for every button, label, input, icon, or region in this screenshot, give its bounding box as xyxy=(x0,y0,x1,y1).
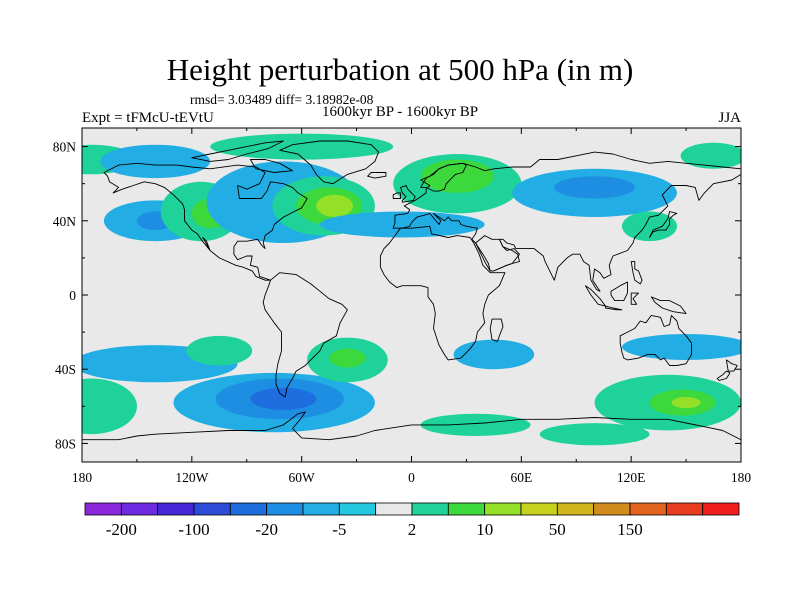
anomaly-asia-band-core xyxy=(554,176,635,199)
anomaly-southern-ocean-east-peak xyxy=(671,397,701,409)
coastline-north-america xyxy=(103,162,308,281)
colorbar-swatch xyxy=(665,502,704,516)
coastline-greenland xyxy=(279,140,380,185)
coastline-arctic-islands xyxy=(191,140,293,173)
anomaly-s-indian-east xyxy=(622,334,741,360)
anomaly-southern-ocean-center xyxy=(420,413,531,436)
anomaly-east-arctic xyxy=(680,142,741,169)
coastline-africa xyxy=(379,225,506,361)
anomaly-south-pacific-mid xyxy=(186,335,253,366)
anomaly-antarctic-band xyxy=(539,423,650,446)
anomaly-drake-core xyxy=(250,387,317,410)
colorbar-label: -200 xyxy=(106,520,137,539)
colorbar-swatch xyxy=(629,502,667,516)
colorbar-swatch xyxy=(411,502,449,516)
anomaly-n-atlantic-band xyxy=(319,211,485,238)
lat-tick-label: 0 xyxy=(69,288,76,303)
lon-tick-label: 0 xyxy=(408,470,415,485)
coastline-indonesia xyxy=(584,281,687,315)
coastline-arabia xyxy=(475,235,520,272)
colorbar-swatch xyxy=(84,502,122,516)
anomaly-s-atlantic-core xyxy=(329,348,366,368)
colorbar-swatch xyxy=(157,502,195,516)
colorbar-swatch xyxy=(484,502,522,516)
coastline-layer xyxy=(82,140,741,441)
anomaly-atlantic-core xyxy=(316,194,353,217)
lon-tick-label: 60E xyxy=(510,470,532,485)
period-label: 1600kyr BP - 1600kyr BP xyxy=(322,104,479,120)
plot-title: Height perturbation at 500 hPa (in m) xyxy=(166,52,634,87)
colorbar-swatch xyxy=(593,502,631,516)
colorbar-swatch xyxy=(193,502,231,516)
anomaly-southern-ocean-west xyxy=(82,378,137,435)
coastline-europe-asia xyxy=(392,151,741,292)
anomaly-east-asia xyxy=(622,211,677,242)
colorbar-swatch xyxy=(120,502,159,516)
coastline-japan xyxy=(649,211,678,238)
lon-tick-label: 180 xyxy=(731,470,752,485)
colorbar-swatch xyxy=(266,502,304,516)
colorbar-label: -20 xyxy=(255,520,278,539)
coastline-australia xyxy=(619,314,693,366)
anomaly-layer xyxy=(82,133,741,446)
lon-tick-label: 180 xyxy=(72,470,93,485)
colorbar-label: 150 xyxy=(617,520,643,539)
lat-tick-label: 80S xyxy=(55,436,76,451)
coastline-antarctica xyxy=(82,411,741,441)
colorbar-label: -5 xyxy=(332,520,346,539)
lon-tick-label: 120E xyxy=(617,470,646,485)
colorbar-label: 50 xyxy=(549,520,566,539)
colorbar-label: 2 xyxy=(408,520,417,539)
colorbar-swatch xyxy=(556,502,595,516)
anomaly-arctic-canada xyxy=(210,133,394,160)
colorbar-swatch xyxy=(375,502,413,516)
colorbar-label: 10 xyxy=(476,520,493,539)
coastline-iceland xyxy=(367,172,387,179)
lat-tick-label: 40S xyxy=(55,362,76,377)
stats-label: rmsd= 3.03489 diff= 3.18982e-08 xyxy=(190,92,374,107)
lon-tick-label: 60W xyxy=(289,470,316,485)
colorbar-label: -100 xyxy=(178,520,209,539)
coastline-philippines xyxy=(630,261,643,285)
anomaly-europe-arctic-core xyxy=(420,159,494,193)
colorbar-swatch xyxy=(338,502,377,516)
coastline-scandinavia xyxy=(420,162,467,192)
colorbar-swatch xyxy=(447,502,486,516)
coastline-uk xyxy=(392,185,416,203)
anomaly-s-indian-west xyxy=(453,339,535,370)
anomaly-alaska-arctic xyxy=(100,144,211,179)
map-panel: 80N 40N 0 40S 80S 180 120W 60W 0 60E 120E 180 xyxy=(53,127,752,485)
colorbar-swatch xyxy=(702,502,740,516)
colorbar-swatch xyxy=(229,502,268,516)
coastline-south-america xyxy=(262,272,348,398)
lon-tick-label: 120W xyxy=(175,470,208,485)
coastline-madagascar xyxy=(489,318,504,342)
coastline-new-zealand xyxy=(716,359,738,381)
lat-tick-label: 40N xyxy=(53,214,77,229)
season-label: JJA xyxy=(718,110,741,126)
colorbar: -200 -100 -20 -5 2 10 50 150 xyxy=(84,502,740,539)
lat-tick-label: 80N xyxy=(53,140,77,155)
axis-ticks: 80N 40N 0 40S 80S 180 120W 60W 0 60E 120E 180 xyxy=(53,128,752,485)
experiment-label: Expt = tFMcU-tEVtU xyxy=(82,110,214,126)
colorbar-swatch xyxy=(520,502,558,516)
colorbar-swatch xyxy=(302,502,340,516)
